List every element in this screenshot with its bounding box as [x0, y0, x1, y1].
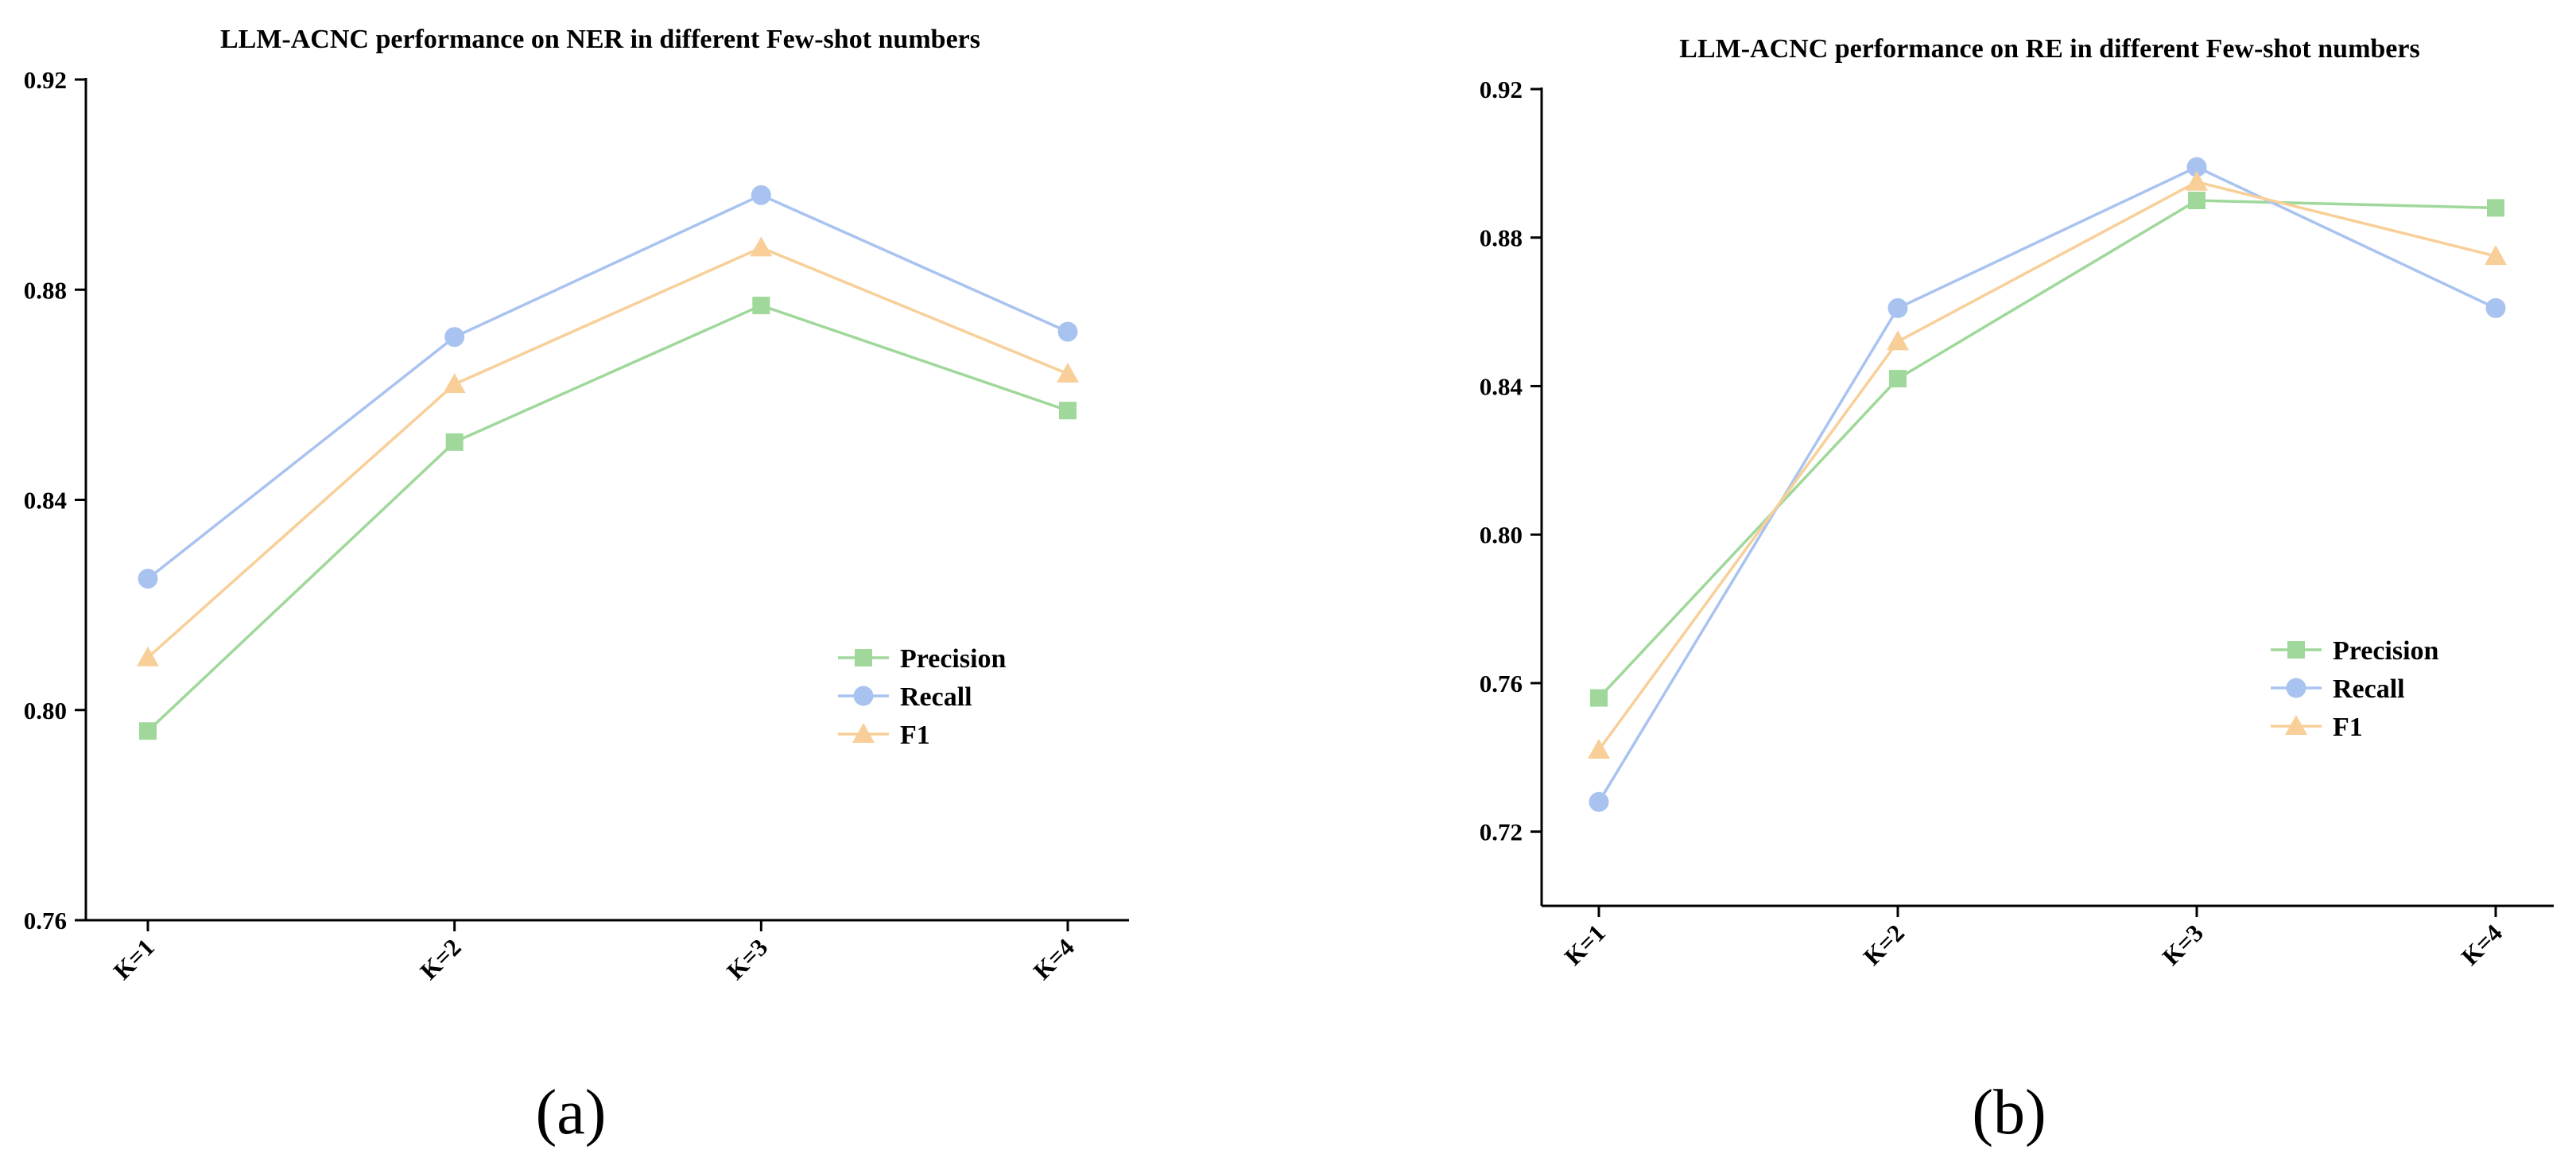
y-tick-label: 0.88	[1480, 224, 1523, 252]
data-point-f1	[1588, 738, 1610, 759]
legend-label-recall: Recall	[900, 682, 972, 712]
y-tick-label: 0.92	[24, 66, 67, 94]
legend-marker	[2287, 641, 2305, 659]
markers-precision	[1590, 192, 2504, 707]
legend-label-f1: F1	[900, 721, 930, 750]
data-point-precision	[2487, 199, 2504, 217]
legend-marker	[852, 723, 875, 743]
x-tick-label: K=1	[108, 933, 160, 985]
x-tick-label: K=2	[1858, 919, 1910, 970]
y-tick-label: 0.72	[1480, 818, 1523, 846]
y-tick-label: 0.92	[1480, 76, 1523, 103]
data-point-f1	[443, 373, 466, 394]
series-line-precision	[146, 304, 1069, 732]
legend-marker	[855, 649, 872, 666]
series-line-f1	[146, 246, 1069, 659]
data-point-recall	[2485, 297, 2506, 318]
series-recall	[146, 193, 1069, 580]
data-point-f1	[1887, 330, 1909, 351]
series-precision	[1597, 199, 2496, 699]
data-point-precision	[752, 297, 770, 315]
legend-label-precision: Precision	[900, 644, 1007, 674]
data-point-recall	[1589, 791, 1609, 812]
x-tick-label: K=1	[1559, 919, 1611, 970]
data-point-precision	[1059, 402, 1077, 420]
data-point-f1	[2485, 245, 2507, 266]
panel-label: (a)	[536, 1078, 607, 1148]
legend-label-f1: F1	[2333, 713, 2363, 742]
axes: 0.72 0.76 0.80 0.84 0.88 0.92 K=1 K=2 K=3 K=4	[1480, 76, 2554, 970]
data-point-f1	[1057, 362, 1079, 383]
series-f1	[146, 246, 1069, 659]
markers-recall	[1589, 157, 2506, 812]
data-point-f1	[750, 236, 773, 257]
markers-f1	[137, 236, 1079, 666]
series-f1	[1597, 180, 2496, 751]
data-point-recall	[1887, 297, 1908, 318]
data-point-precision	[445, 433, 464, 451]
data-point-recall	[138, 569, 158, 589]
panel-label: (b)	[1972, 1078, 2046, 1148]
series-precision	[146, 304, 1069, 732]
chart-b: LLM-ACNC performance on RE in different …	[1480, 34, 2554, 1148]
y-tick-label: 0.84	[1480, 372, 1523, 400]
data-point-f1	[137, 646, 159, 666]
data-point-recall	[1057, 321, 1078, 342]
legend: Precision Recall F1	[2271, 636, 2439, 742]
series-line-recall	[146, 193, 1069, 580]
data-point-recall	[2186, 157, 2207, 177]
x-tick-label: K=2	[414, 933, 466, 985]
data-point-recall	[444, 327, 465, 348]
series-line-f1	[1597, 180, 2496, 751]
series-line-precision	[1597, 199, 2496, 699]
markers-precision	[139, 297, 1077, 740]
y-tick-label: 0.76	[24, 907, 67, 935]
axes: 0.76 0.80 0.84 0.88 0.92 K=1 K=2 K=3 K=4	[24, 66, 1129, 985]
y-tick-label: 0.84	[24, 487, 67, 515]
legend-label-recall: Recall	[2333, 674, 2405, 704]
y-tick-label: 0.80	[24, 697, 67, 725]
chart-a: LLM-ACNC performance on NER in different…	[24, 25, 1129, 1148]
data-point-precision	[139, 722, 157, 740]
x-tick-label: K=3	[2157, 919, 2209, 970]
legend-marker	[853, 686, 874, 706]
data-point-precision	[1889, 370, 1907, 388]
x-tick-label: K=3	[721, 933, 773, 985]
y-tick-label: 0.76	[1480, 670, 1523, 698]
chart-title: LLM-ACNC performance on RE in different …	[1679, 34, 2419, 64]
data-point-recall	[751, 185, 771, 205]
markers-f1	[1588, 170, 2507, 759]
legend-marker	[2285, 715, 2307, 735]
legend: Precision Recall F1	[838, 644, 1007, 750]
data-point-precision	[1590, 689, 1608, 707]
y-tick-label: 0.80	[1480, 521, 1523, 549]
series-line-recall	[1597, 165, 2496, 803]
series-recall	[1597, 165, 2496, 803]
legend-label-precision: Precision	[2333, 636, 2439, 666]
x-tick-label: K=4	[2456, 919, 2508, 970]
x-tick-label: K=4	[1028, 933, 1080, 985]
legend-marker	[2286, 678, 2306, 698]
markers-recall	[138, 185, 1078, 589]
data-point-precision	[2188, 192, 2206, 210]
y-tick-label: 0.88	[24, 276, 67, 304]
data-point-f1	[2186, 170, 2208, 191]
chart-title: LLM-ACNC performance on NER in different…	[220, 25, 980, 54]
